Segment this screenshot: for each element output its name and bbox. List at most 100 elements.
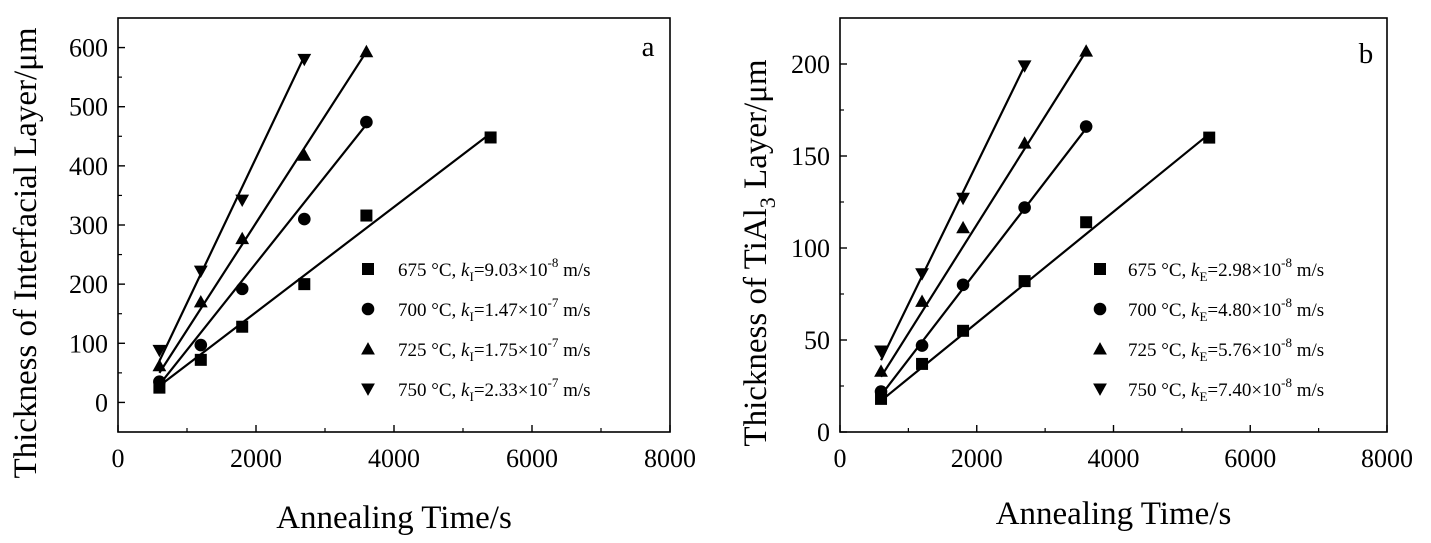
fit-line: [880, 127, 1088, 396]
fit-line: [158, 123, 368, 386]
panel-letter: b: [1359, 38, 1374, 70]
series-circle: [153, 115, 373, 389]
y-tick-label: 300: [69, 211, 108, 240]
legend-marker: [1093, 302, 1107, 316]
data-point: [915, 294, 929, 307]
data-point: [194, 338, 208, 352]
data-point: [1018, 275, 1031, 288]
x-tick-label: 8000: [644, 444, 696, 473]
x-axis-title: Annealing Time/s: [276, 500, 512, 536]
y-tick-label: 200: [69, 270, 108, 299]
data-point: [298, 278, 311, 291]
data-point: [359, 44, 374, 58]
panel-b: 0 2000 4000 6000 8000 0 50 100 150 200 Annealing T…: [738, 17, 1413, 532]
data-point: [193, 294, 208, 308]
data-point: [915, 339, 929, 352]
data-point: [153, 375, 166, 389]
y-axis-title: Thickness of Interfacial Layer/μm: [8, 27, 44, 478]
y-tick-label: 600: [69, 34, 108, 63]
legend-entry: 725 °C, kI=1.75×10-7 m/s: [398, 335, 591, 364]
fit-line: [158, 51, 368, 374]
series-triangle-up: [874, 44, 1094, 378]
y-axis-title: Thickness of TiAl3 Layer/μm: [738, 59, 780, 446]
data-point: [297, 53, 312, 67]
series-triangle-down: [152, 53, 312, 362]
series-circle: [874, 120, 1093, 398]
legend-entry: 675 °C, kI=9.03×10-8 m/s: [398, 255, 591, 284]
x-tick-label: 4000: [1088, 444, 1140, 473]
legend-marker: [362, 263, 374, 275]
series-triangle-down: [874, 60, 1032, 361]
x-tick-label: 6000: [506, 444, 558, 473]
legend-entry: 750 °C, kE=7.40×10-8 m/s: [1128, 375, 1324, 404]
x-tick-label: 4000: [368, 444, 420, 473]
legend-marker: [1094, 263, 1106, 275]
data-point: [360, 209, 373, 222]
y-tick-label: 50: [804, 326, 830, 355]
x-axis-title: Annealing Time/s: [996, 496, 1232, 532]
legend-entry: 675 °C, kE=2.98×10-8 m/s: [1128, 255, 1324, 284]
legend-marker: [361, 342, 375, 355]
data-point: [236, 320, 249, 333]
legend-marker: [361, 383, 375, 396]
data-point: [874, 364, 888, 377]
panel-letter: a: [642, 31, 655, 63]
data-point: [152, 358, 167, 372]
data-point: [956, 220, 970, 234]
data-point: [298, 212, 311, 226]
fit-line: [158, 132, 492, 387]
data-point: [360, 115, 373, 129]
data-point: [297, 148, 312, 161]
data-point: [1079, 44, 1094, 57]
data-point: [874, 385, 888, 398]
fit-line: [880, 65, 1026, 361]
data-point: [1017, 136, 1032, 149]
plot-frame: [117, 17, 671, 433]
fit-line: [880, 50, 1088, 378]
fit-line: [158, 55, 306, 362]
legend-marker: [1093, 342, 1107, 355]
fit-line: [880, 133, 1210, 402]
data-point: [152, 344, 167, 358]
legend-entry: 750 °C, kI=2.33×10-7 m/s: [398, 375, 591, 404]
x-tick-label: 6000: [1224, 444, 1276, 473]
legend-entry: 725 °C, kE=5.76×10-8 m/s: [1128, 335, 1324, 364]
legend-marker: [361, 302, 375, 316]
x-tick-label: 0: [834, 444, 847, 473]
x-tick-label: 2000: [230, 444, 282, 473]
data-point: [956, 278, 970, 292]
data-point: [957, 324, 970, 337]
legend-marker: [1093, 383, 1107, 396]
y-tick-label: 100: [69, 329, 108, 358]
panel-a: 0 2000 4000 6000 8000 0 100 200 300 400 500 600 Anne…: [8, 17, 696, 536]
y-tick-label: 0: [817, 418, 830, 447]
data-point: [194, 353, 207, 366]
legend-entry: 700 °C, kI=1.47×10-7 m/s: [398, 295, 591, 324]
y-tick-label: 0: [95, 388, 108, 417]
y-tick-label: 500: [69, 93, 108, 122]
data-point: [1017, 60, 1032, 73]
data-point: [235, 231, 250, 245]
data-point: [235, 194, 250, 208]
data-point: [956, 192, 970, 206]
y-tick-label: 200: [791, 50, 830, 79]
data-point: [1203, 131, 1216, 144]
x-tick-label: 2000: [951, 444, 1003, 473]
data-point: [1079, 120, 1093, 133]
data-point: [916, 357, 929, 370]
data-point: [1018, 201, 1031, 214]
data-point: [193, 265, 208, 279]
series-triangle-up: [152, 44, 374, 374]
x-tick-label: 0: [112, 444, 125, 473]
data-point: [915, 268, 929, 281]
y-tick-label: 150: [791, 142, 830, 171]
x-tick-label: 8000: [1361, 444, 1413, 473]
y-tick-label: 400: [69, 152, 108, 181]
legend-entry: 700 °C, kE=4.80×10-8 m/s: [1128, 295, 1324, 324]
data-point: [1080, 216, 1093, 229]
y-tick-label: 100: [791, 234, 830, 263]
data-point: [874, 345, 888, 358]
data-point: [484, 131, 497, 144]
data-point: [235, 282, 249, 296]
